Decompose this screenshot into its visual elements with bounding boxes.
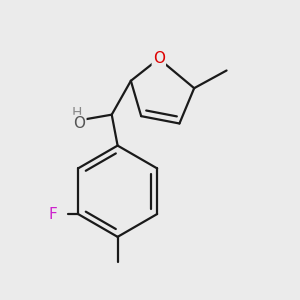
- Text: O: O: [73, 116, 85, 131]
- Text: O: O: [153, 51, 165, 66]
- Text: F: F: [49, 206, 57, 221]
- Text: H: H: [71, 106, 82, 120]
